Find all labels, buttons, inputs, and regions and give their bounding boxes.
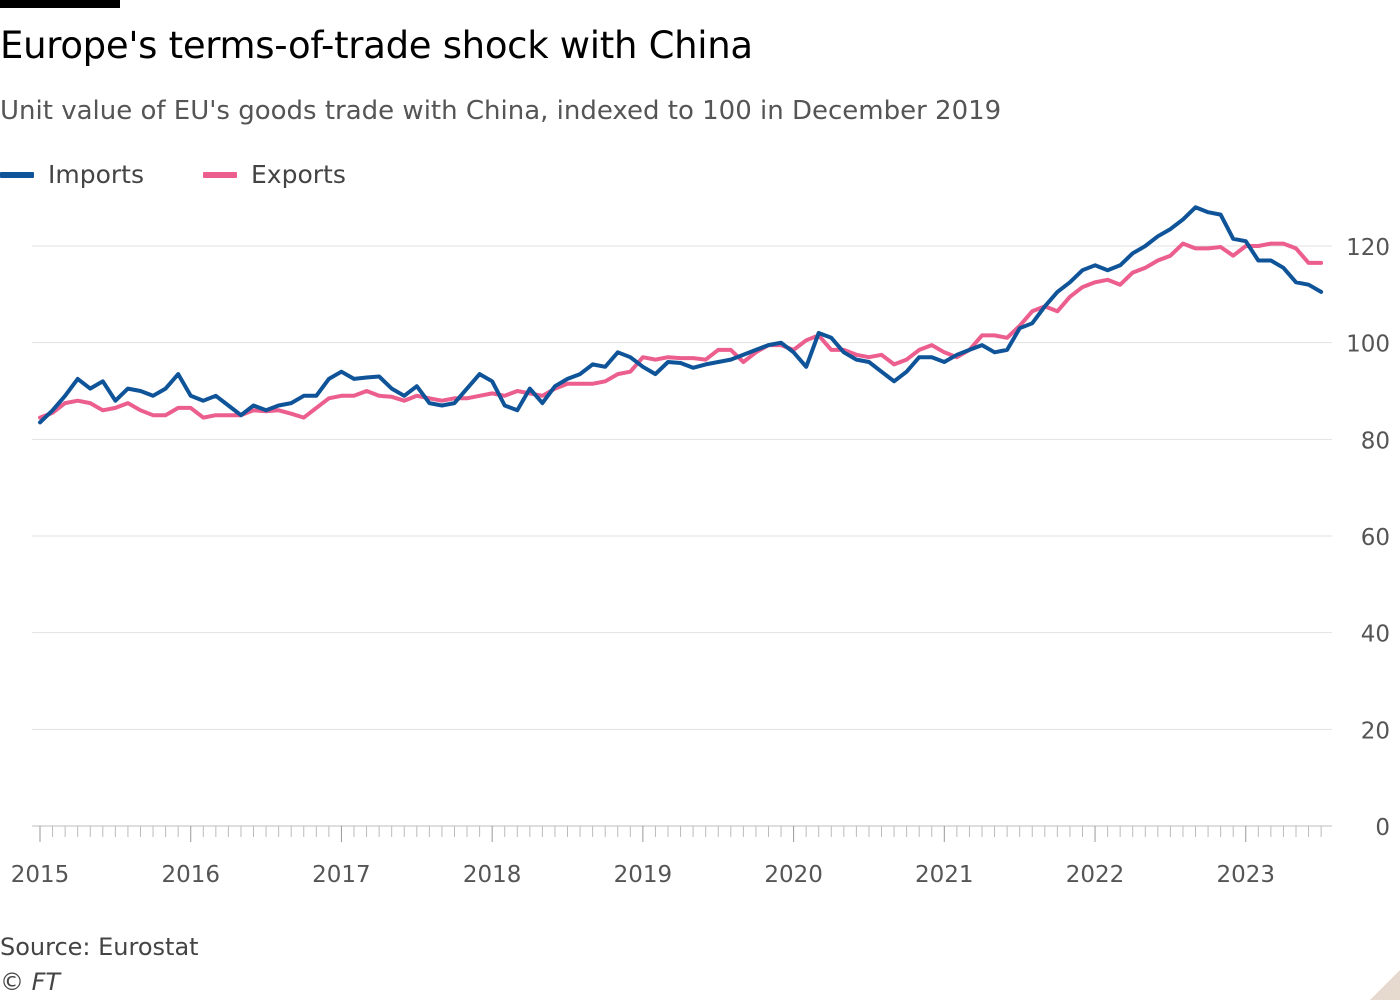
legend-swatch-imports [0,171,34,178]
legend-swatch-exports [203,171,237,178]
chart-subtitle: Unit value of EU's goods trade with Chin… [0,96,1002,126]
y-tick-label: 0 [1375,815,1390,841]
x-axis [39,826,1322,842]
y-axis: 0 20 40 60 80 100 120 [1346,235,1390,841]
y-tick-label: 80 [1361,428,1390,454]
gridlines [32,245,1332,827]
series-line-exports [38,241,1324,420]
x-tick-label: 2015 [11,862,70,888]
legend-item-imports: Imports [0,160,144,189]
chart-title: Europe's terms-of-trade shock with China [0,24,753,67]
series-line-imports [38,205,1324,425]
series-lines [38,205,1324,425]
copyright-note: © FT [0,968,61,996]
x-tick-label: 2018 [463,862,522,888]
legend-item-exports: Exports [203,160,346,189]
legend-label-imports: Imports [48,160,144,189]
y-tick-label: 40 [1361,622,1390,648]
x-tick-label: 2017 [312,862,371,888]
source-note: Source: Eurostat [0,933,199,961]
brand-bar [0,0,120,8]
x-tick-label: 2021 [915,862,974,888]
x-tick-label: 2020 [764,862,823,888]
x-tick-label: 2019 [614,862,673,888]
x-tick-label: 2022 [1066,862,1125,888]
legend-label-exports: Exports [251,160,346,189]
x-tick-label: 2016 [161,862,220,888]
x-axis-labels: 2015 2016 2017 2018 2019 2020 2021 2022 2023 [11,862,1275,888]
y-tick-label: 60 [1361,525,1390,551]
y-tick-label: 20 [1361,718,1390,744]
corner-fold-icon [1370,970,1400,1000]
y-tick-label: 100 [1346,332,1390,358]
y-tick-label: 120 [1346,235,1390,261]
x-tick-label: 2023 [1216,862,1275,888]
